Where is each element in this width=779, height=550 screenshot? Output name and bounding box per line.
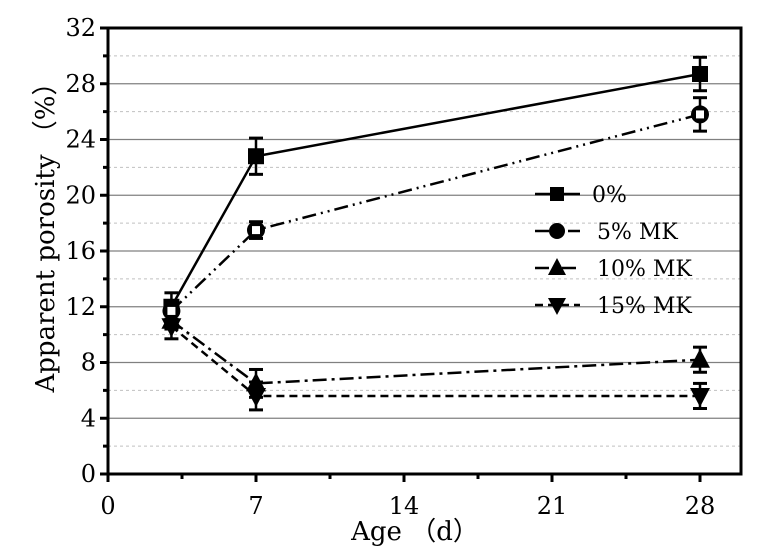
series-10-mk — [161, 309, 710, 399]
series-line — [170, 319, 701, 385]
x-tick-label: 28 — [685, 492, 716, 520]
data-point — [692, 65, 708, 82]
legend-marker-square-icon — [550, 187, 564, 201]
legend-label: 5% MK — [597, 220, 678, 245]
x-tick-labels: 0 7 14 21 28 — [100, 492, 715, 520]
legend-label: 0% — [592, 183, 627, 208]
y-tick-label: 16 — [65, 237, 96, 265]
legend-marker-triangle-up-icon — [548, 258, 566, 275]
legend-marker-circle-icon — [549, 223, 565, 239]
y-tick-label: 24 — [65, 126, 96, 154]
data-point — [248, 148, 264, 165]
y-tick-label: 8 — [81, 349, 96, 377]
series-layer — [161, 55, 710, 412]
data-point — [690, 348, 710, 368]
y-tick-label: 0 — [81, 460, 96, 488]
marker-hollow-center — [252, 226, 260, 235]
x-tick-label: 21 — [537, 492, 568, 520]
data-point — [246, 387, 266, 407]
marker-hollow-center — [696, 110, 704, 119]
legend-label: 15% MK — [597, 294, 692, 319]
y-tick-label: 20 — [65, 181, 96, 209]
data-point — [690, 387, 710, 407]
axis-ticks — [100, 26, 702, 482]
y-tick-label: 4 — [81, 404, 96, 432]
x-tick-label: 7 — [248, 492, 263, 520]
x-tick-label: 14 — [389, 492, 420, 520]
x-axis-title: Age （d） — [350, 517, 479, 547]
y-tick-label: 12 — [65, 293, 96, 321]
series-line — [170, 113, 701, 312]
series-5-mk — [162, 96, 709, 321]
legend-item: 15% MK — [535, 294, 692, 319]
legend-item: 0% — [535, 183, 627, 208]
legend-item: 10% MK — [535, 257, 692, 282]
legend-item: 5% MK — [535, 220, 678, 245]
legend: 0% 5% MK 10% MK 15% MK — [535, 183, 692, 319]
series-15-mk — [161, 312, 710, 412]
legend-marker-triangle-down-icon — [548, 298, 566, 315]
legend-label: 10% MK — [597, 257, 692, 282]
y-tick-labels: 0 4 8 12 16 20 24 28 32 — [65, 14, 96, 488]
marker-hollow-center — [167, 306, 176, 315]
y-axis-title: Apparent porosity （%） — [31, 70, 61, 394]
data-point — [161, 318, 182, 338]
y-tick-label: 32 — [65, 14, 96, 42]
y-tick-label: 28 — [65, 70, 96, 98]
x-tick-label: 0 — [100, 492, 115, 520]
